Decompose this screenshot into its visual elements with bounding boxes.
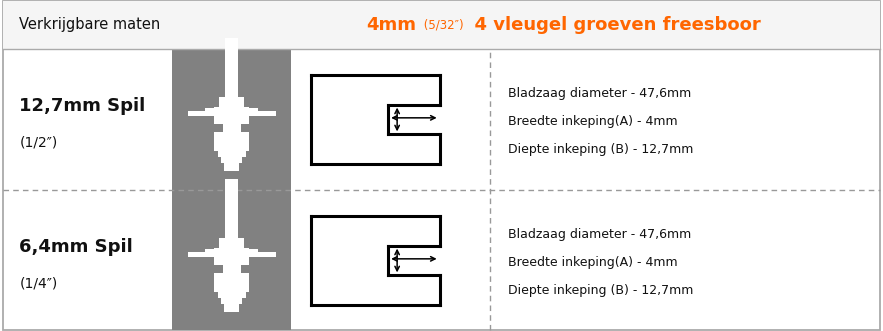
Bar: [224, 164, 239, 171]
Bar: [215, 132, 249, 151]
Bar: [206, 249, 258, 253]
Text: Breedte inkeping(A) - 4mm: Breedte inkeping(A) - 4mm: [508, 115, 677, 128]
Text: Breedte inkeping(A) - 4mm: Breedte inkeping(A) - 4mm: [508, 256, 677, 269]
Text: Diepte inkeping (B) - 12,7mm: Diepte inkeping (B) - 12,7mm: [508, 143, 693, 156]
Bar: [172, 49, 291, 330]
Text: Diepte inkeping (B) - 12,7mm: Diepte inkeping (B) - 12,7mm: [508, 284, 693, 297]
Bar: [215, 248, 249, 265]
Bar: [223, 265, 241, 273]
Text: Bladzaag diameter - 47,6mm: Bladzaag diameter - 47,6mm: [508, 227, 691, 241]
Text: 4mm: 4mm: [366, 16, 417, 34]
Text: (1/4″): (1/4″): [19, 277, 57, 291]
Bar: [215, 273, 249, 292]
Text: 4 vleugel groeven freesboor: 4 vleugel groeven freesboor: [462, 16, 760, 34]
Bar: [225, 38, 238, 97]
Text: 12,7mm Spil: 12,7mm Spil: [19, 97, 146, 115]
Bar: [188, 111, 275, 116]
Text: 6,4mm Spil: 6,4mm Spil: [19, 238, 133, 256]
Bar: [206, 108, 258, 112]
Text: Bladzaag diameter - 47,6mm: Bladzaag diameter - 47,6mm: [508, 86, 691, 100]
Bar: [217, 151, 246, 157]
Bar: [3, 1, 880, 49]
Bar: [225, 179, 238, 238]
Text: Verkrijgbare maten: Verkrijgbare maten: [19, 18, 161, 32]
Bar: [219, 97, 245, 107]
Bar: [223, 124, 241, 132]
Bar: [188, 252, 275, 257]
Bar: [217, 292, 246, 298]
Bar: [215, 107, 249, 124]
Bar: [219, 238, 245, 248]
Text: (1/2″): (1/2″): [19, 136, 57, 150]
Bar: [222, 157, 242, 164]
Bar: [222, 298, 242, 305]
Bar: [224, 305, 239, 312]
Text: (5/32″): (5/32″): [420, 19, 464, 31]
